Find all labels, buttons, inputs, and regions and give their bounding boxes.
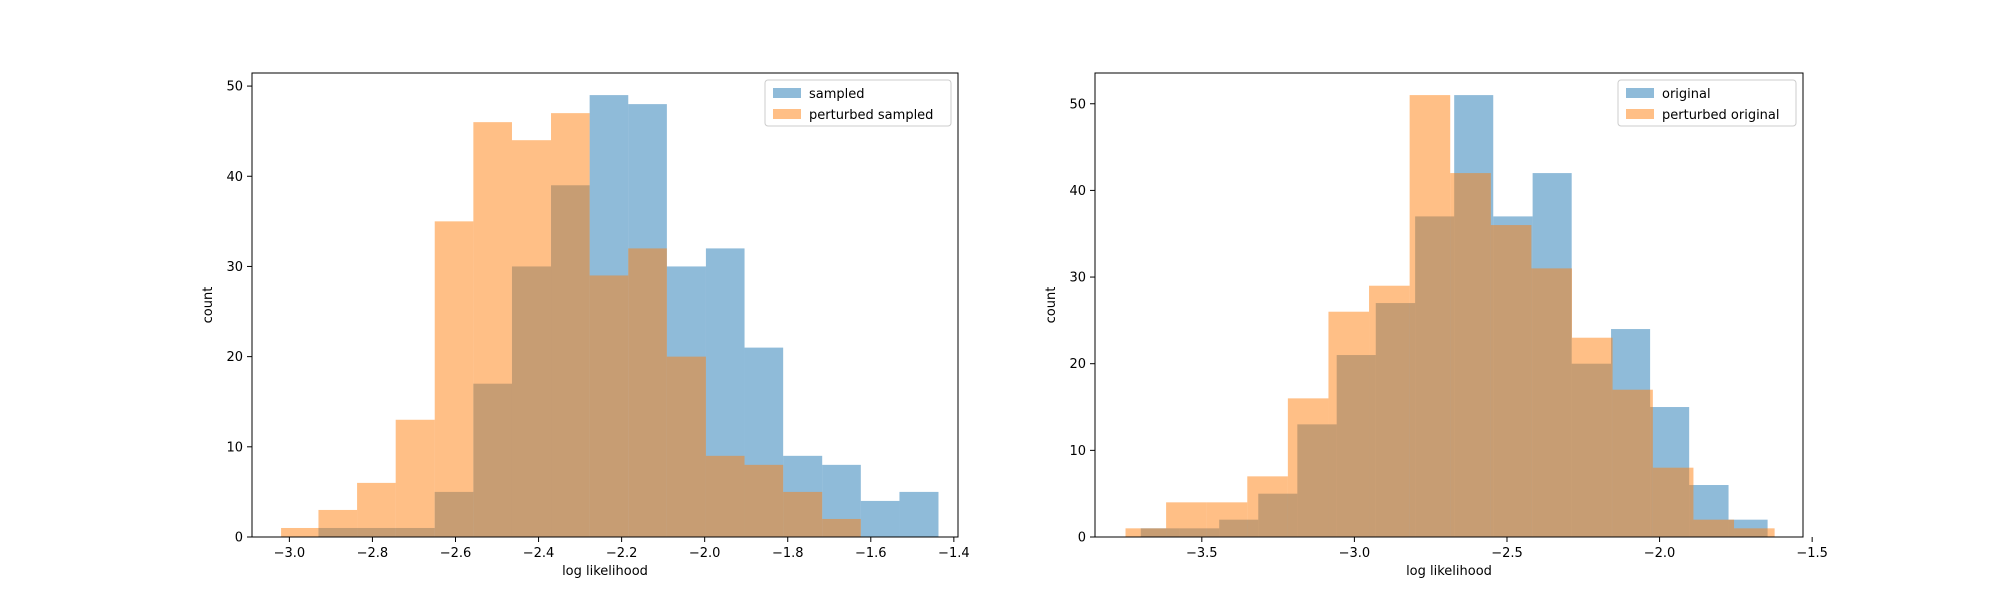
y-tick-label: 40 bbox=[226, 170, 243, 185]
x-tick-label: −1.4 bbox=[938, 546, 970, 561]
y-tick-label: 10 bbox=[226, 440, 243, 455]
bar bbox=[1734, 528, 1775, 537]
bar bbox=[1571, 337, 1613, 537]
x-axis-label: log likelihood bbox=[1406, 564, 1492, 579]
x-tick-label: −1.5 bbox=[1796, 546, 1828, 561]
y-tick-label: 10 bbox=[1069, 444, 1086, 459]
bar bbox=[434, 221, 474, 537]
bar bbox=[473, 122, 512, 537]
legend-label: perturbed original bbox=[1662, 108, 1780, 123]
bar bbox=[1450, 173, 1491, 537]
bar bbox=[1247, 476, 1288, 537]
x-tick-label: −2.0 bbox=[1644, 546, 1676, 561]
x-tick-label: −2.2 bbox=[606, 546, 638, 561]
bar bbox=[589, 275, 629, 537]
legend: original perturbed original bbox=[1617, 79, 1797, 127]
bar bbox=[1490, 225, 1532, 537]
legend-label: sampled bbox=[809, 87, 865, 102]
legend-box bbox=[1617, 79, 1797, 127]
bar bbox=[1409, 95, 1451, 537]
y-tick-label: 30 bbox=[226, 260, 243, 275]
x-tick-label: −2.0 bbox=[689, 546, 721, 561]
bar bbox=[1531, 268, 1572, 537]
bar bbox=[357, 482, 396, 537]
bar bbox=[1328, 311, 1370, 537]
x-tick-label: −3.5 bbox=[1186, 546, 1218, 561]
bar bbox=[899, 491, 939, 537]
x-tick-label: −2.4 bbox=[523, 546, 555, 561]
legend: sampled perturbed sampled bbox=[764, 79, 952, 127]
y-tick-label: 0 bbox=[235, 531, 243, 546]
x-axis-label: log likelihood bbox=[562, 564, 648, 579]
legend-swatch bbox=[773, 88, 801, 98]
y-tick-label: 40 bbox=[1069, 184, 1086, 199]
x-tick-label: −2.8 bbox=[357, 546, 389, 561]
plot-frame bbox=[251, 72, 959, 538]
x-tick-label: −1.8 bbox=[772, 546, 804, 561]
bar bbox=[744, 464, 784, 537]
chart-original-histogram: −3.5 −3.0 −2.5 −2.0 −1.5 0 10 20 30 40 50 log lik… bbox=[1044, 72, 1828, 579]
bar bbox=[1166, 502, 1207, 537]
bar bbox=[1693, 519, 1735, 537]
bar bbox=[783, 491, 823, 537]
bar bbox=[511, 140, 552, 537]
plot-frame bbox=[1094, 72, 1804, 538]
bar bbox=[395, 419, 435, 537]
bar bbox=[1125, 528, 1167, 537]
legend-label: original bbox=[1662, 87, 1711, 102]
legend-label: perturbed sampled bbox=[809, 108, 933, 123]
y-tick-label: 0 bbox=[1078, 531, 1086, 546]
legend-swatch bbox=[773, 109, 801, 119]
legend-swatch bbox=[1626, 88, 1654, 98]
y-tick-label: 20 bbox=[1069, 357, 1086, 372]
bar bbox=[1287, 398, 1329, 537]
x-tick-label: −2.5 bbox=[1491, 546, 1523, 561]
y-axis-label: count bbox=[1044, 287, 1059, 324]
x-tick-label: −1.6 bbox=[855, 546, 887, 561]
bar bbox=[822, 518, 861, 537]
x-tick-label: −3.0 bbox=[1339, 546, 1371, 561]
series-perturbed-sampled bbox=[281, 113, 861, 538]
x-tick-label: −2.6 bbox=[440, 546, 472, 561]
bar bbox=[666, 356, 706, 537]
legend-swatch bbox=[1626, 109, 1654, 119]
bar bbox=[705, 455, 745, 537]
bar bbox=[1612, 389, 1653, 537]
bar bbox=[318, 509, 358, 537]
bar bbox=[1206, 502, 1248, 537]
y-axis-label: count bbox=[201, 287, 216, 324]
y-tick-label: 30 bbox=[1069, 271, 1086, 286]
bar bbox=[860, 500, 900, 537]
series-perturbed-original bbox=[1125, 95, 1775, 537]
chart-sampled-histogram: −3.0 −2.8 −2.6 −2.4 −2.2 −2.0 −1.8 −1.6 −1.4 0 10… bbox=[201, 72, 970, 579]
y-tick-label: 50 bbox=[1069, 97, 1086, 112]
bar bbox=[281, 527, 319, 537]
bar bbox=[551, 113, 590, 537]
bar bbox=[628, 248, 667, 538]
legend-box bbox=[764, 79, 952, 127]
x-tick-label: −3.0 bbox=[274, 546, 306, 561]
bar bbox=[1369, 285, 1410, 537]
y-tick-label: 50 bbox=[226, 80, 243, 95]
y-tick-label: 20 bbox=[226, 350, 243, 365]
bar bbox=[1652, 467, 1694, 537]
